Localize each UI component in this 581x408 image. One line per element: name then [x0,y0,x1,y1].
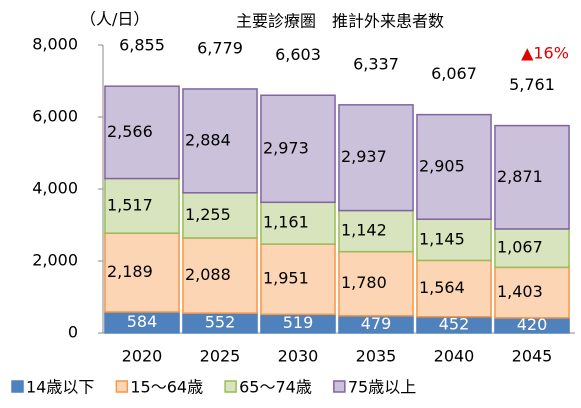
bar-segment [416,113,492,220]
data-label: 1,951 [263,269,309,288]
legend-swatch [11,380,24,393]
total-label: 6,067 [431,64,477,83]
bar-segment [494,266,570,319]
legend-swatch [115,380,129,393]
data-label: 479 [361,314,392,333]
data-label: 1,517 [107,195,153,214]
legend-label: 14歳以下 [26,378,94,397]
annotation: ▲16% [521,44,569,63]
data-label: 2,884 [185,130,231,149]
y-tick-label: 2,000 [32,251,78,270]
data-label: 552 [205,313,236,332]
x-tick-label: 2040 [434,347,475,366]
chart-title: 主要診療圏 推計外来患者数 [236,12,444,31]
y-tick-label: 4,000 [32,179,78,198]
data-label: 584 [127,312,158,331]
bar-segment [494,124,570,230]
bar-segment [338,104,414,212]
x-tick-label: 2045 [512,347,553,366]
data-label: 2,566 [107,122,153,141]
total-label: 6,855 [119,36,165,55]
data-label: 2,871 [497,167,543,186]
x-tick-label: 2035 [356,347,397,366]
data-label: 1,564 [419,278,465,297]
legend-label: 15〜64歳 [130,378,203,397]
data-label: 1,403 [497,282,543,301]
data-label: 2,189 [107,262,153,281]
bar-segment [338,250,414,317]
y-tick-label: 6,000 [32,107,78,126]
data-label: 420 [517,315,548,334]
data-label: 452 [439,314,470,333]
legend-swatch [224,380,237,393]
total-label: 6,337 [353,54,399,73]
bar-segment [338,209,414,253]
total-label: 6,779 [197,38,243,57]
bar-segment [260,94,336,204]
y-tick-label: 0 [68,323,78,342]
data-label: 1,780 [341,273,387,292]
x-tick-label: 2020 [122,347,163,366]
x-tick-label: 2025 [200,347,241,366]
bar-segment [182,88,258,194]
total-label: 6,603 [275,45,321,64]
data-label: 1,067 [497,238,543,257]
y-tick-label: 8,000 [32,35,78,54]
data-label: 2,937 [341,147,387,166]
data-label: 1,145 [419,229,465,248]
data-label: 1,161 [263,213,309,232]
bar-segment [182,192,258,239]
data-label: 2,905 [419,156,465,175]
data-label: 2,088 [185,265,231,284]
bar-segment [416,218,492,262]
unit-label: （人/日） [80,10,149,29]
x-tick-label: 2030 [278,347,319,366]
data-label: 1,142 [341,221,387,240]
total-label: 5,761 [509,75,555,94]
data-label: 1,255 [185,205,231,224]
bar-segment [104,85,180,180]
data-label: 519 [283,313,314,332]
bar-segment [260,201,336,245]
legend-label: 65〜74歳 [239,378,312,397]
legend-label: 75歳以上 [348,378,416,397]
legend-swatch [333,380,346,393]
data-label: 2,973 [263,138,309,157]
bar-segment [416,259,492,318]
bar-segment [182,237,258,314]
